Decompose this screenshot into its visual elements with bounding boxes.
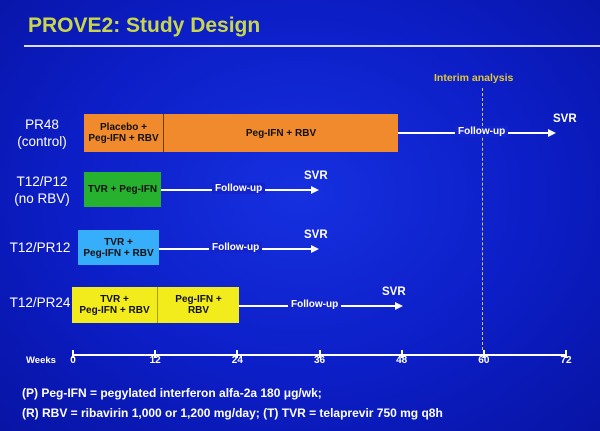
segment-text: Peg-IFN + — [175, 294, 222, 305]
segment-placebo: Placebo + Peg-IFN + RBV — [84, 114, 163, 152]
arrow-head-icon — [548, 129, 556, 137]
title-divider — [24, 45, 600, 47]
axis-tick-label: 0 — [70, 355, 76, 366]
axis-tick — [154, 350, 157, 358]
axis-tick-label: 60 — [478, 355, 490, 366]
interim-analysis-line — [482, 88, 483, 350]
follow-up-label: Follow-up — [212, 183, 266, 194]
segment-text: Placebo + — [100, 122, 147, 133]
segment-divider — [163, 114, 164, 152]
follow-up-label: Follow-up — [288, 299, 342, 310]
segment-text: Peg-IFN + RBV — [88, 133, 159, 144]
svr-label: SVR — [304, 170, 328, 182]
axis-tick — [400, 350, 403, 358]
segment-text: TVR + Peg-IFN — [87, 184, 158, 195]
footnote-peg-ifn: (P) Peg-IFN = pegylated interferon alfa-… — [22, 386, 322, 400]
axis-tick-label: 24 — [231, 355, 243, 366]
axis-tick-label: 12 — [149, 355, 161, 366]
segment-text: TVR + — [104, 236, 133, 248]
arm-label-t12p12: T12/P12 (no RBV) — [10, 173, 74, 207]
segment-divider — [157, 287, 158, 323]
axis-tick-label: 48 — [396, 355, 408, 366]
arm-label-line: T12/P12 — [16, 174, 68, 189]
axis-tick-label: 36 — [313, 355, 326, 366]
arrow-head-icon — [311, 186, 319, 194]
axis-tick-label: 72 — [560, 355, 572, 366]
axis-tick — [72, 350, 74, 358]
arrow-head-icon — [311, 245, 319, 253]
arm-label-pr48: PR48 (control) — [12, 116, 72, 150]
axis-tick — [482, 350, 485, 358]
arm-label-line: T12/PR12 — [9, 240, 71, 255]
follow-up-label: Follow-up — [209, 242, 263, 253]
segment-peg-ifn-rbv: Peg-IFN + RBV — [164, 114, 398, 152]
arm-t12pr12-bar: TVR + Peg-IFN + RBV — [78, 230, 159, 265]
arrow-head-icon — [395, 302, 403, 310]
segment-text: TVR + — [100, 294, 129, 305]
svr-label: SVR — [382, 286, 406, 298]
segment-text: Peg-IFN + RBV — [79, 305, 150, 316]
interim-analysis-label: Interim analysis — [434, 72, 514, 84]
axis-tick — [318, 350, 321, 358]
arm-pr48-bar: Placebo + Peg-IFN + RBV Peg-IFN + RBV — [84, 114, 398, 152]
axis-tick — [565, 350, 567, 358]
arm-label-line: (no RBV) — [14, 191, 70, 206]
arm-label-line: (control) — [17, 134, 67, 149]
axis-title: Weeks — [26, 355, 56, 366]
segment-tvr-peg-ifn-rbv: TVR + Peg-IFN + RBV — [72, 287, 157, 323]
segment-peg-ifn-rbv: Peg-IFN + RBV — [158, 287, 239, 323]
slide-title: PROVE2: Study Design — [28, 14, 261, 37]
segment-text: Peg-IFN + RBV — [245, 127, 317, 139]
follow-up-label: Follow-up — [455, 126, 509, 137]
svr-label: SVR — [553, 113, 577, 125]
axis-tick — [236, 350, 239, 358]
arm-label-line: PR48 — [25, 117, 59, 132]
segment-text: RBV — [187, 305, 210, 316]
arm-t12pr24-bar: TVR + Peg-IFN + RBV Peg-IFN + RBV — [72, 287, 239, 323]
arm-label-t12pr24: T12/PR24 — [6, 294, 74, 311]
arm-t12p12-bar: TVR + Peg-IFN — [84, 172, 161, 207]
footnote-rbv-tvr: (R) RBV = ribavirin 1,000 or 1,200 mg/da… — [22, 406, 443, 420]
svr-label: SVR — [304, 229, 328, 241]
segment-text: Peg-IFN + RBV — [83, 247, 154, 259]
arm-label-t12pr12: T12/PR12 — [6, 239, 74, 256]
arm-label-line: T12/PR24 — [9, 295, 71, 310]
